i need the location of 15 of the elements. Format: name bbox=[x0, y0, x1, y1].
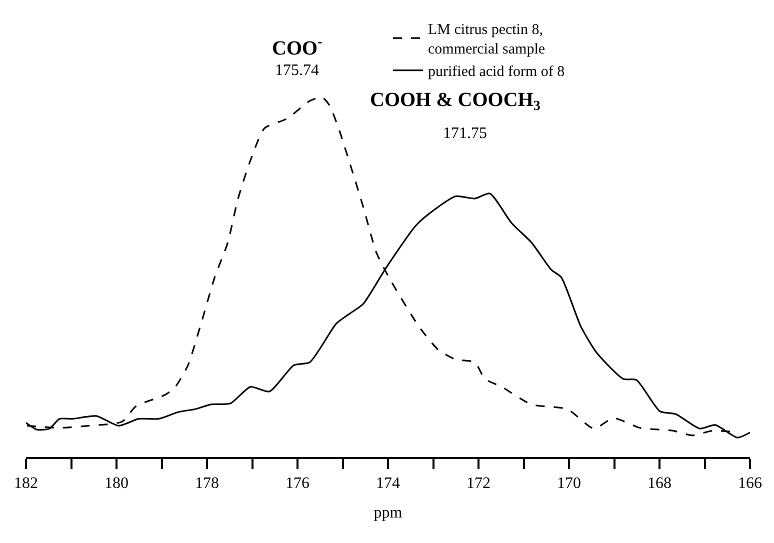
annotation: COOH & COOCH$_{3}$ bbox=[370, 89, 540, 114]
x-tick-label: 178 bbox=[195, 475, 219, 492]
annotation: 171.75 bbox=[443, 125, 487, 142]
x-tick-label: 182 bbox=[14, 475, 38, 492]
x-tick-label: 168 bbox=[648, 475, 672, 492]
x-tick-label: 170 bbox=[557, 475, 581, 492]
x-tick-label: 174 bbox=[376, 475, 400, 492]
legend-label: purified acid form of 8 bbox=[428, 64, 565, 80]
x-tick-label: 176 bbox=[286, 475, 310, 492]
text: COO$^{-}$ bbox=[272, 35, 323, 60]
x-tick-label: 166 bbox=[738, 475, 762, 492]
x-axis-title: ppm bbox=[374, 504, 403, 522]
text: 175.74 bbox=[275, 62, 319, 79]
x-tick-label: 172 bbox=[466, 475, 490, 492]
x-tick-label: 180 bbox=[104, 475, 128, 492]
